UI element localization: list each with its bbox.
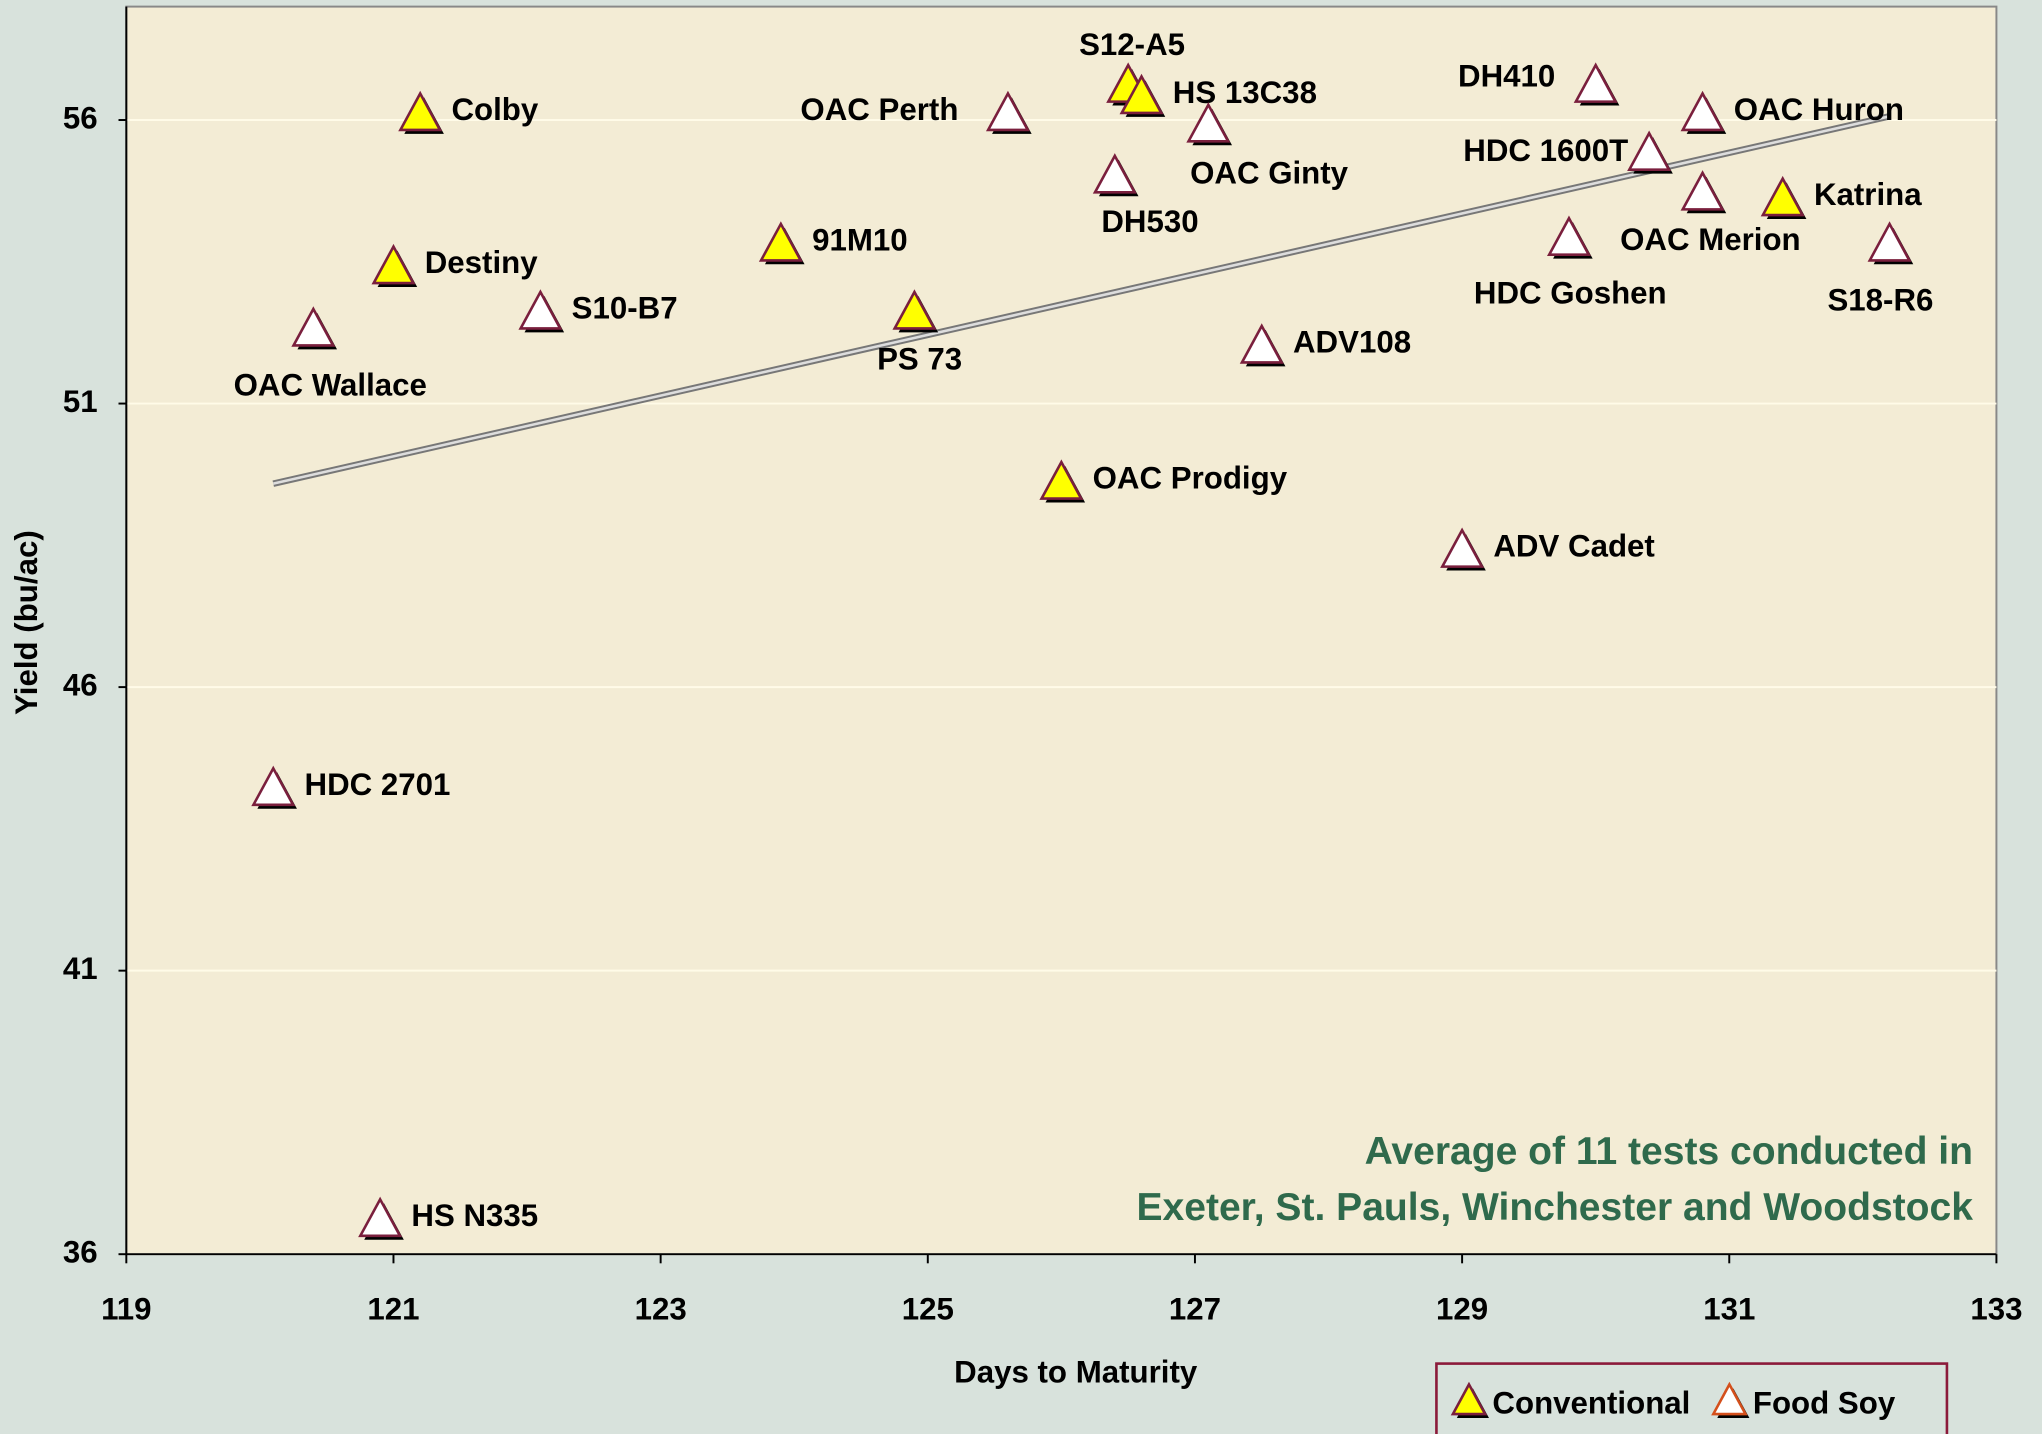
point-label: Destiny bbox=[425, 245, 539, 280]
marker bbox=[518, 289, 563, 330]
point-label: OAC Perth bbox=[800, 92, 958, 127]
point-label: HDC Goshen bbox=[1474, 275, 1667, 310]
marker bbox=[398, 90, 443, 132]
point-label: OAC Wallace bbox=[234, 367, 427, 402]
x-tick-label: 129 bbox=[1436, 1292, 1488, 1327]
point-label: S10-B7 bbox=[572, 290, 678, 325]
marker bbox=[1680, 170, 1725, 211]
point-label: OAC Huron bbox=[1734, 92, 1904, 127]
y-tick-label: 46 bbox=[63, 667, 98, 702]
point-label: HDC 2701 bbox=[305, 767, 451, 802]
legend-marker bbox=[1711, 1381, 1748, 1416]
marker bbox=[892, 289, 937, 330]
marker bbox=[1867, 221, 1912, 262]
x-tick-label: 131 bbox=[1703, 1292, 1755, 1327]
point-label: S12-A5 bbox=[1079, 27, 1185, 62]
plot-area bbox=[125, 5, 1998, 1256]
point-label: HDC 1600T bbox=[1463, 133, 1628, 168]
annotation: Exeter, St. Pauls, Winchester and Woodst… bbox=[1136, 1186, 1973, 1229]
marker bbox=[1627, 130, 1672, 171]
marker bbox=[291, 306, 336, 347]
marker bbox=[358, 1196, 403, 1238]
legend-label: Food Soy bbox=[1753, 1386, 1896, 1421]
marker bbox=[1119, 73, 1164, 115]
marker bbox=[1546, 215, 1591, 257]
trendline bbox=[272, 115, 1890, 485]
point-label: ADV108 bbox=[1293, 324, 1411, 359]
marker bbox=[1440, 527, 1485, 568]
x-tick-label: 121 bbox=[367, 1292, 419, 1327]
marker bbox=[1186, 102, 1231, 143]
marker bbox=[985, 90, 1030, 132]
point-label: 91M10 bbox=[812, 222, 908, 257]
x-tick-label: 133 bbox=[1970, 1292, 2022, 1327]
x-tick-label: 127 bbox=[1169, 1292, 1221, 1327]
point-label: S18-R6 bbox=[1827, 282, 1933, 317]
point-label: Colby bbox=[451, 92, 538, 127]
point-label: OAC Merion bbox=[1620, 222, 1801, 257]
marker bbox=[1573, 62, 1618, 103]
point-label: DH530 bbox=[1101, 204, 1198, 239]
y-tick-label: 41 bbox=[63, 951, 98, 986]
point-label: PS 73 bbox=[877, 341, 962, 376]
y-tick-label: 51 bbox=[63, 384, 98, 419]
marker bbox=[1092, 153, 1137, 194]
marker bbox=[1239, 323, 1284, 364]
x-tick-label: 119 bbox=[101, 1292, 151, 1327]
y-tick-label: 56 bbox=[63, 100, 98, 135]
y-tick-label: 36 bbox=[63, 1234, 98, 1269]
marker bbox=[758, 221, 803, 262]
point-label: OAC Ginty bbox=[1190, 155, 1349, 190]
legend-label: Conventional bbox=[1492, 1386, 1690, 1421]
x-tick-label: 123 bbox=[635, 1292, 687, 1327]
legend-marker bbox=[1450, 1381, 1488, 1416]
legend-box bbox=[1435, 1362, 1949, 1434]
point-label: OAC Prodigy bbox=[1093, 461, 1288, 496]
marker bbox=[1039, 459, 1084, 500]
point-label: Katrina bbox=[1814, 177, 1922, 212]
point-label: ADV Cadet bbox=[1493, 529, 1655, 564]
point-label: DH410 bbox=[1458, 58, 1555, 93]
marker bbox=[1680, 90, 1725, 132]
point-label: HS N335 bbox=[411, 1198, 538, 1233]
annotation: Average of 11 tests conducted in bbox=[1365, 1130, 1973, 1173]
y-axis-label: Yield (bu/ac) bbox=[9, 530, 44, 715]
x-axis-label: Days to Maturity bbox=[954, 1354, 1198, 1389]
x-tick-label: 125 bbox=[902, 1292, 954, 1327]
marker bbox=[1760, 175, 1805, 217]
marker bbox=[251, 765, 296, 807]
marker bbox=[371, 243, 416, 285]
point-label: HS 13C38 bbox=[1173, 75, 1317, 110]
